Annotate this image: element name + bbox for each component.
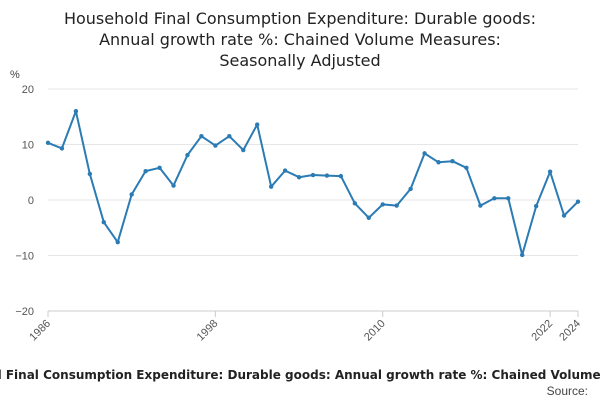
data-point	[324, 173, 330, 178]
data-point	[366, 215, 371, 220]
data-point	[520, 252, 525, 258]
data-point	[464, 165, 469, 171]
data-point	[227, 133, 232, 139]
data-point	[45, 140, 51, 146]
y-axis-ticks: 20 10 0 −10 −20	[15, 84, 34, 318]
title-line-3: Seasonally Adjusted	[219, 51, 380, 70]
series-line	[47, 110, 579, 256]
data-point	[492, 196, 497, 201]
data-point	[394, 203, 399, 208]
data-point	[450, 158, 455, 164]
data-point	[282, 168, 288, 173]
data-point	[436, 160, 441, 165]
data-point	[143, 168, 148, 174]
data-point	[506, 196, 511, 201]
data-point	[296, 175, 302, 180]
x-axis-ticks: 1986 1998 2010 2022 2024	[27, 311, 583, 343]
data-point	[268, 184, 274, 189]
data-point	[115, 239, 120, 245]
data-point	[575, 199, 581, 204]
x-tick-label: 2010	[362, 318, 388, 344]
y-tick-label: −20	[15, 306, 34, 318]
chart-title: Household Final Consumption Expenditure:…	[64, 9, 536, 70]
data-point	[338, 173, 344, 179]
data-point	[352, 201, 358, 206]
y-tick-label: 10	[22, 140, 34, 152]
source-label: Source:	[547, 384, 588, 398]
data-point	[310, 172, 316, 178]
x-tick-label: 1986	[27, 318, 53, 344]
data-point	[157, 165, 162, 171]
legend-label: Household Final Consumption Expenditure:…	[0, 368, 600, 382]
data-point	[185, 152, 190, 158]
data-point	[101, 220, 106, 225]
data-point	[561, 213, 567, 218]
data-point	[241, 147, 246, 153]
y-tick-label: 0	[28, 195, 34, 207]
data-point	[422, 151, 427, 156]
data-point	[59, 146, 65, 151]
gridlines	[48, 88, 578, 312]
x-tick-label: 1998	[195, 318, 221, 344]
data-point	[213, 143, 218, 148]
data-point	[129, 192, 134, 197]
data-point	[408, 186, 413, 192]
data-point	[547, 169, 553, 174]
data-point	[87, 171, 93, 177]
y-unit-label: %	[10, 69, 20, 81]
x-tick-label: 2022	[529, 318, 555, 344]
title-line-2: Annual growth rate %: Chained Volume Mea…	[99, 30, 501, 49]
data-point	[478, 203, 483, 208]
data-point	[255, 122, 260, 127]
x-tick-label: 2024	[557, 318, 583, 344]
y-tick-label: 20	[22, 84, 34, 96]
data-point	[73, 109, 79, 114]
data-point	[199, 133, 204, 139]
data-point	[533, 203, 539, 209]
series-growth-rate	[45, 109, 581, 258]
title-line-1: Household Final Consumption Expenditure:…	[64, 9, 536, 28]
data-point	[380, 202, 385, 207]
y-tick-label: −10	[15, 251, 34, 263]
data-point	[171, 183, 176, 188]
